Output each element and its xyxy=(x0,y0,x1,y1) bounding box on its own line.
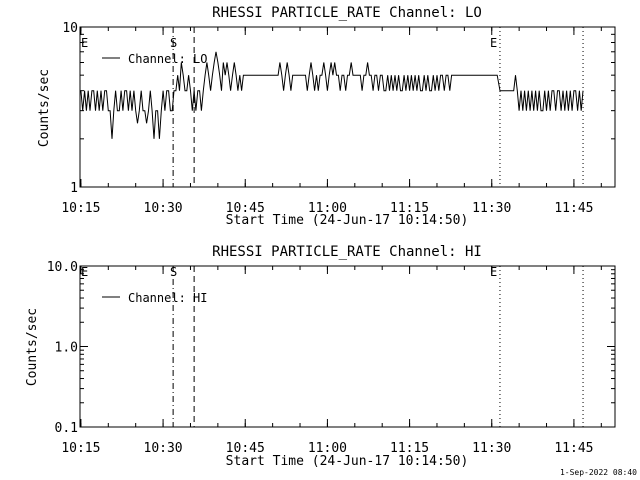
legend-entry-lo: Channel: LO xyxy=(128,52,207,66)
y-tick-label: 1.0 xyxy=(55,341,78,356)
x-tick-label: 11:15 xyxy=(390,441,429,456)
marker-label-e-end: E xyxy=(490,36,497,50)
x-tick-label: 10:15 xyxy=(61,441,100,456)
generation-timestamp: 1-Sep-2022 08:40 xyxy=(560,468,637,477)
y-tick-label: 10.0 xyxy=(47,260,78,275)
x-tick-label: 11:15 xyxy=(390,201,429,216)
y-tick-label: 1 xyxy=(70,181,78,196)
chart-title: RHESSI PARTICLE_RATE Channel: LO xyxy=(212,5,482,21)
plot-frame xyxy=(79,26,616,188)
hi-channel-panel: RHESSI PARTICLE_RATE Channel: HI Start T… xyxy=(25,244,616,469)
x-tick-label: 11:30 xyxy=(472,201,511,216)
y-tick-label: 0.1 xyxy=(55,421,78,436)
chart-title: RHESSI PARTICLE_RATE Channel: HI xyxy=(212,244,482,260)
y-tick-label: 10 xyxy=(62,21,78,36)
lo-channel-panel: RHESSI PARTICLE_RATE Channel: LO Start T… xyxy=(37,5,616,228)
x-tick-label: 10:15 xyxy=(61,201,100,216)
x-axis-label: Start Time (24-Jun-17 10:14:50) xyxy=(226,213,469,228)
legend-entry-hi: Channel: HI xyxy=(128,291,207,305)
x-tick-label: 11:30 xyxy=(472,441,511,456)
x-tick-label: 10:45 xyxy=(226,441,265,456)
x-tick-label: 10:45 xyxy=(226,201,265,216)
y-axis-label: Counts/sec xyxy=(25,308,40,386)
x-tick-label: 11:45 xyxy=(554,441,593,456)
x-axis-label: Start Time (24-Jun-17 10:14:50) xyxy=(226,454,469,469)
x-tick-label: 10:30 xyxy=(144,441,183,456)
marker-label-e-start: E xyxy=(81,265,88,279)
x-tick-label: 11:00 xyxy=(308,441,347,456)
marker-label-e-start: E xyxy=(81,36,88,50)
series-line xyxy=(80,51,584,139)
y-axis-label: Counts/sec xyxy=(37,69,52,147)
x-tick-label: 11:00 xyxy=(308,201,347,216)
marker-label-e-end: E xyxy=(490,265,497,279)
x-tick-label: 10:30 xyxy=(144,201,183,216)
x-tick-label: 11:45 xyxy=(554,201,593,216)
